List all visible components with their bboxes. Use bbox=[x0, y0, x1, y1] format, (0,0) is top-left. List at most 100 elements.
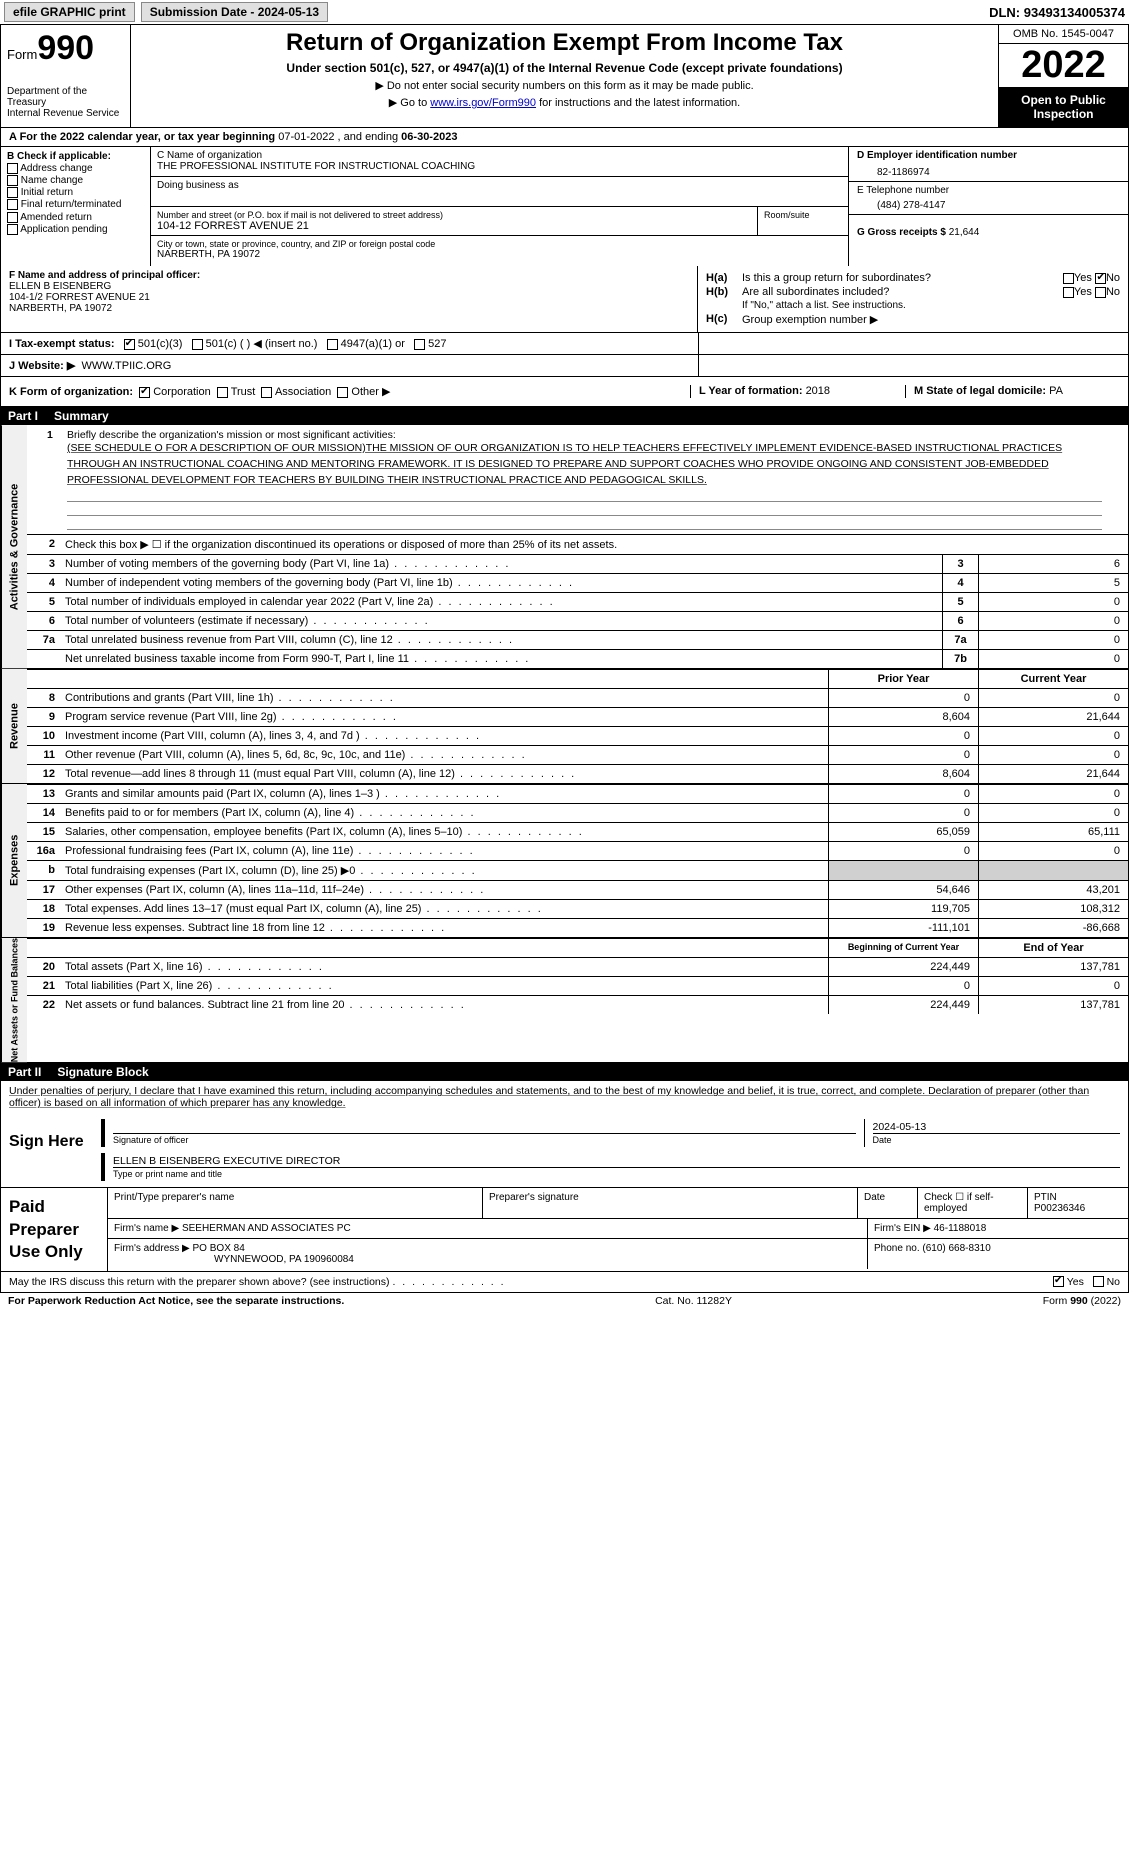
fin-cy: 137,781 bbox=[978, 996, 1128, 1014]
irs-link[interactable]: www.irs.gov/Form990 bbox=[430, 97, 536, 109]
chk-address-change[interactable]: Address change bbox=[7, 163, 144, 174]
chk-assoc[interactable] bbox=[261, 387, 272, 398]
fin-cy: 0 bbox=[978, 727, 1128, 745]
part2-header: Part II Signature Block bbox=[0, 1063, 1129, 1081]
gov-row: 2 Check this box ▶ ☐ if the organization… bbox=[27, 534, 1128, 554]
fin-num: 19 bbox=[27, 919, 61, 937]
gov-box: 7b bbox=[942, 650, 978, 668]
row-k: K Form of organization: Corporation Trus… bbox=[0, 377, 1129, 407]
fin-label: Other expenses (Part IX, column (A), lin… bbox=[61, 881, 828, 899]
fin-row: 10 Investment income (Part VIII, column … bbox=[27, 726, 1128, 745]
fin-cy: -86,668 bbox=[978, 919, 1128, 937]
opt-527: 527 bbox=[428, 338, 446, 350]
form-note2: ▶ Go to www.irs.gov/Form990 for instruct… bbox=[139, 96, 990, 109]
tel-label: E Telephone number bbox=[857, 185, 1120, 196]
chk-name-change[interactable]: Name change bbox=[7, 175, 144, 186]
fin-py: 0 bbox=[828, 785, 978, 803]
fin-label: Professional fundraising fees (Part IX, … bbox=[61, 842, 828, 860]
firm-phone: (610) 668-8310 bbox=[922, 1243, 990, 1254]
gov-row: 7a Total unrelated business revenue from… bbox=[27, 630, 1128, 649]
ha-yes: Yes bbox=[1074, 272, 1092, 284]
ha-yes-chk[interactable] bbox=[1063, 273, 1074, 284]
gov-label: Number of voting members of the governin… bbox=[61, 555, 942, 573]
vtab-netassets: Net Assets or Fund Balances bbox=[1, 938, 27, 1062]
fin-label: Total liabilities (Part X, line 26) bbox=[61, 977, 828, 995]
sig-date: 2024-05-13 bbox=[873, 1121, 1121, 1133]
sig-name: ELLEN B EISENBERG EXECUTIVE DIRECTOR bbox=[113, 1155, 1120, 1167]
fin-label: Total revenue—add lines 8 through 11 (mu… bbox=[61, 765, 828, 783]
fin-row: 17 Other expenses (Part IX, column (A), … bbox=[27, 880, 1128, 899]
fin-cy: 0 bbox=[978, 689, 1128, 707]
gov-val: 6 bbox=[978, 555, 1128, 573]
hb-label: H(b) bbox=[706, 286, 742, 298]
dept-treasury: Department of the Treasury bbox=[7, 86, 124, 108]
hb-checks: Yes No bbox=[1000, 286, 1120, 298]
chk-corp[interactable] bbox=[139, 387, 150, 398]
part1-num: Part I bbox=[8, 409, 38, 423]
ha-text: Is this a group return for subordinates? bbox=[742, 272, 1000, 284]
fin-py: 0 bbox=[828, 727, 978, 745]
submission-date-button[interactable]: Submission Date - 2024-05-13 bbox=[141, 2, 328, 22]
opt-501c3: 501(c)(3) bbox=[138, 338, 183, 350]
fin-row: 12 Total revenue—add lines 8 through 11 … bbox=[27, 764, 1128, 783]
tel-cell: E Telephone number (484) 278-4147 bbox=[849, 181, 1128, 214]
discuss-question: May the IRS discuss this return with the… bbox=[9, 1276, 506, 1288]
discuss-yes-chk[interactable] bbox=[1053, 1276, 1064, 1287]
mission-num: 1 bbox=[47, 429, 53, 441]
summary-governance: Activities & Governance 1 Briefly descri… bbox=[0, 425, 1129, 669]
website-label: J Website: ▶ bbox=[9, 360, 75, 372]
fin-py: 0 bbox=[828, 804, 978, 822]
form-number: Form990 bbox=[7, 29, 124, 68]
fin-row: 11 Other revenue (Part VIII, column (A),… bbox=[27, 745, 1128, 764]
chk-501c[interactable] bbox=[192, 339, 203, 350]
fin-label: Revenue less expenses. Subtract line 18 … bbox=[61, 919, 828, 937]
gov-box: 6 bbox=[942, 612, 978, 630]
hb-yes-chk[interactable] bbox=[1063, 287, 1074, 298]
opt-4947: 4947(a)(1) or bbox=[341, 338, 405, 350]
gross-value: 21,644 bbox=[949, 227, 980, 238]
tax-year: 2022 bbox=[999, 44, 1128, 87]
chk-initial-return[interactable]: Initial return bbox=[7, 187, 144, 198]
hb-text: Are all subordinates included? bbox=[742, 286, 1000, 298]
chk-application-pending[interactable]: Application pending bbox=[7, 224, 144, 235]
hb-no-chk[interactable] bbox=[1095, 287, 1106, 298]
section-bcd: B Check if applicable: Address change Na… bbox=[0, 147, 1129, 266]
chk-501c3[interactable] bbox=[124, 339, 135, 350]
tax-year-begin: 07-01-2022 bbox=[278, 131, 334, 143]
fin-num: 12 bbox=[27, 765, 61, 783]
chk-other[interactable] bbox=[337, 387, 348, 398]
sig-name-label: Type or print name and title bbox=[113, 1167, 1120, 1179]
fin-py: 0 bbox=[828, 842, 978, 860]
discuss-no: No bbox=[1107, 1276, 1120, 1288]
gov-num: 6 bbox=[27, 612, 61, 630]
gov-num: 5 bbox=[27, 593, 61, 611]
footer-discuss: May the IRS discuss this return with the… bbox=[0, 1272, 1129, 1293]
tel-value: (484) 278-4147 bbox=[857, 196, 1120, 211]
chk-trust[interactable] bbox=[217, 387, 228, 398]
dba-cell: Doing business as bbox=[151, 177, 848, 207]
opt-501c: 501(c) ( ) ◀ (insert no.) bbox=[206, 338, 318, 350]
city-label: City or town, state or province, country… bbox=[157, 239, 842, 249]
discuss-no-chk[interactable] bbox=[1093, 1276, 1104, 1287]
hb-note: If "No," attach a list. See instructions… bbox=[706, 300, 1120, 311]
efile-button[interactable]: efile GRAPHIC print bbox=[4, 2, 135, 22]
firm-phone-cell: Phone no. (610) 668-8310 bbox=[868, 1239, 1128, 1269]
discuss-yes: Yes bbox=[1067, 1276, 1084, 1288]
gov-row: 5 Total number of individuals employed i… bbox=[27, 592, 1128, 611]
chk-final-return[interactable]: Final return/terminated bbox=[7, 199, 144, 210]
part2-title: Signature Block bbox=[57, 1065, 148, 1079]
chk-527[interactable] bbox=[414, 339, 425, 350]
mission-line1 bbox=[67, 488, 1102, 502]
gov-num: 7a bbox=[27, 631, 61, 649]
ha-no-chk[interactable] bbox=[1095, 273, 1106, 284]
fin-py: 0 bbox=[828, 977, 978, 995]
fin-py: 8,604 bbox=[828, 765, 978, 783]
sig-declaration: Under penalties of perjury, I declare th… bbox=[1, 1081, 1128, 1113]
tax-exempt-label: I Tax-exempt status: bbox=[9, 338, 115, 350]
gov-val: 0 bbox=[978, 631, 1128, 649]
top-bar: efile GRAPHIC print Submission Date - 20… bbox=[0, 0, 1129, 25]
city-cell: City or town, state or province, country… bbox=[151, 236, 848, 266]
chk-amended-return[interactable]: Amended return bbox=[7, 212, 144, 223]
fin-row: 15 Salaries, other compensation, employe… bbox=[27, 822, 1128, 841]
chk-4947[interactable] bbox=[327, 339, 338, 350]
